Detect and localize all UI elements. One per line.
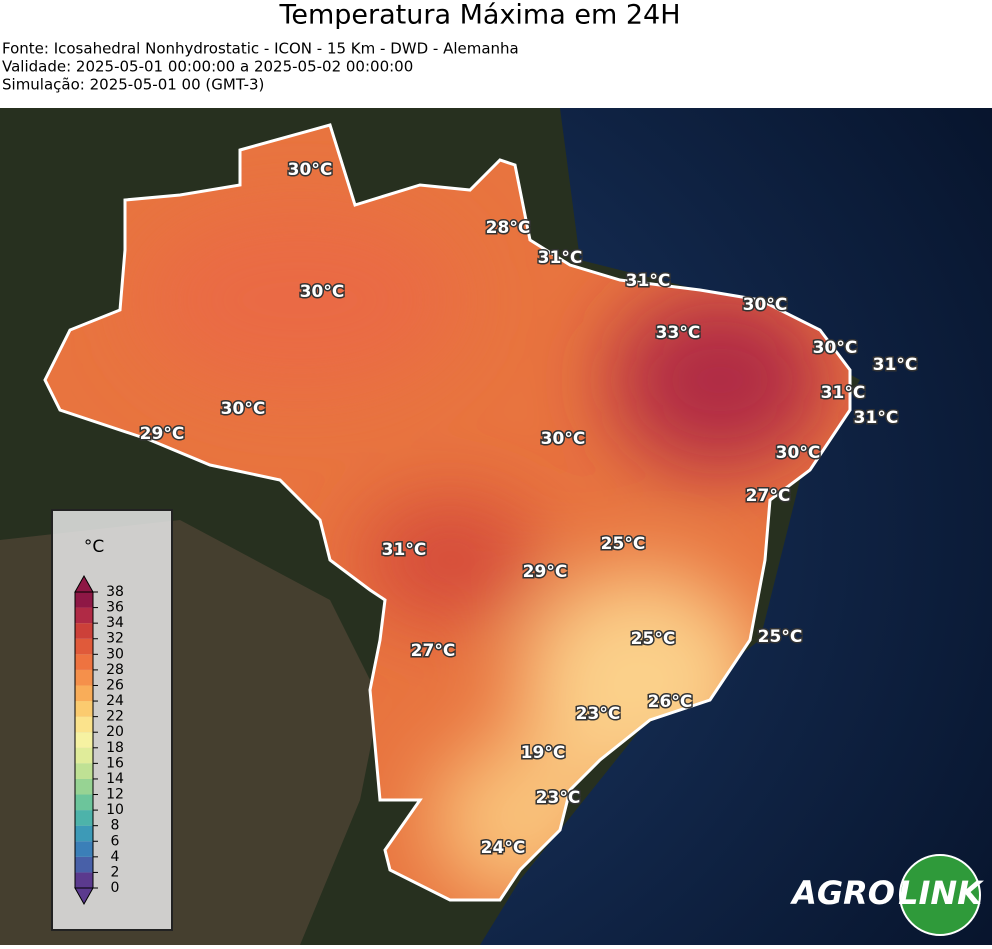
colorbar-bin — [75, 592, 93, 608]
colorbar-unit: °C — [84, 537, 104, 557]
colorbar-tick-label: 26 — [106, 677, 124, 693]
colorbar-bin — [75, 763, 93, 779]
temperature-label: 30°C — [743, 295, 788, 315]
temperature-label: 23°C — [576, 704, 621, 724]
colorbar-bin — [75, 669, 93, 686]
colorbar-tick-label: 34 — [106, 615, 124, 631]
source-line: Fonte: Icosahedral Nonhydrostatic - ICON… — [2, 40, 519, 58]
colorbar-bin — [75, 856, 93, 873]
temperature-label: 30°C — [813, 338, 858, 358]
temperature-label: 33°C — [656, 323, 701, 343]
colorbar-bin — [75, 732, 93, 748]
temperature-label: 30°C — [776, 443, 821, 463]
temperature-label: 31°C — [873, 355, 918, 375]
title: Temperatura Máxima em 24H — [278, 0, 680, 31]
colorbar-tick-label: 14 — [106, 771, 124, 787]
temperature-label: 30°C — [221, 399, 266, 419]
temperature-label: 23°C — [536, 788, 581, 808]
colorbar-bin — [75, 825, 93, 842]
colorbar-bin — [75, 638, 93, 655]
colorbar-bin — [75, 716, 93, 733]
colorbar-bin — [75, 654, 93, 670]
colorbar-bin — [75, 841, 93, 857]
temperature-label: 29°C — [140, 424, 185, 444]
colorbar-tick-label: 36 — [106, 600, 124, 616]
colorbar-box — [51, 509, 173, 931]
temperature-label: 25°C — [758, 627, 803, 647]
colorbar-tick-label: 38 — [106, 584, 124, 600]
map: 30°C28°C31°C31°C30°C33°C30°C30°C31°C31°C… — [0, 108, 992, 945]
colorbar-bin — [75, 872, 93, 888]
colorbar-tick-label: 2 — [111, 864, 120, 880]
temperature-label: 31°C — [538, 248, 583, 268]
temperature-label: 29°C — [523, 562, 568, 582]
temperature-label: 25°C — [631, 629, 676, 649]
temperature-label: 30°C — [300, 282, 345, 302]
temperature-label: 30°C — [288, 160, 333, 180]
colorbar-tick-label: 18 — [106, 740, 124, 756]
colorbar-frame — [74, 591, 94, 889]
colorbar-tick-label: 0 — [111, 880, 120, 896]
temperature-labels: 30°C 28°C 31°C 31°C 30°C 33°C 30°C 30°C 31°C 31°C… — [138, 159, 919, 860]
colorbar-bin — [75, 607, 93, 624]
colorbar-tick-label: 12 — [106, 787, 124, 803]
logo: AGRO LINK — [789, 854, 984, 936]
colorbar-bin — [75, 778, 93, 795]
colorbar-bin — [75, 685, 93, 702]
temperature-label: 28°C — [486, 218, 531, 238]
colorbar-tick-label: 30 — [106, 646, 124, 662]
colorbar-bin — [75, 794, 93, 811]
temperature-label: 31°C — [382, 540, 427, 560]
colorbar-tick-label: 24 — [106, 693, 124, 709]
logo-right: LINK — [898, 874, 984, 912]
simulation-line: Simulação: 2025-05-01 00 (GMT-3) — [2, 76, 264, 94]
colorbar-tick-label: 16 — [106, 755, 124, 771]
logo-circle — [899, 854, 981, 936]
temperature-label: 19°C — [521, 743, 566, 763]
temperature-label: 24°C — [481, 838, 526, 858]
temperature-label: 31°C — [854, 408, 899, 428]
temperature-label: 31°C — [626, 271, 671, 291]
temperature-label: 25°C — [601, 534, 646, 554]
colorbar-tick-label: 28 — [106, 662, 124, 678]
colorbar-tick-label: 4 — [111, 849, 120, 865]
temperature-label: 27°C — [411, 641, 456, 661]
colorbar-bin — [75, 810, 93, 826]
colorbar-bin — [75, 747, 93, 764]
colorbar-tick-label: 10 — [106, 802, 124, 818]
logo-left: AGRO — [789, 874, 895, 912]
validity-line: Validade: 2025-05-01 00:00:00 a 2025-05-… — [2, 58, 413, 76]
temperature-label: 30°C — [541, 429, 586, 449]
temperature-label: 26°C — [648, 692, 693, 712]
colorbar-tick-label: 22 — [106, 709, 124, 725]
colorbar-tick-label: 6 — [111, 833, 120, 849]
colorbar-bin — [75, 623, 93, 639]
temperature-label: 27°C — [746, 486, 791, 506]
colorbar-tick-label: 20 — [106, 724, 124, 740]
temperature-label: 31°C — [821, 383, 866, 403]
colorbar-tick-label: 32 — [106, 631, 124, 647]
colorbar-tick-label: 8 — [111, 818, 120, 834]
colorbar-bin — [75, 701, 93, 717]
